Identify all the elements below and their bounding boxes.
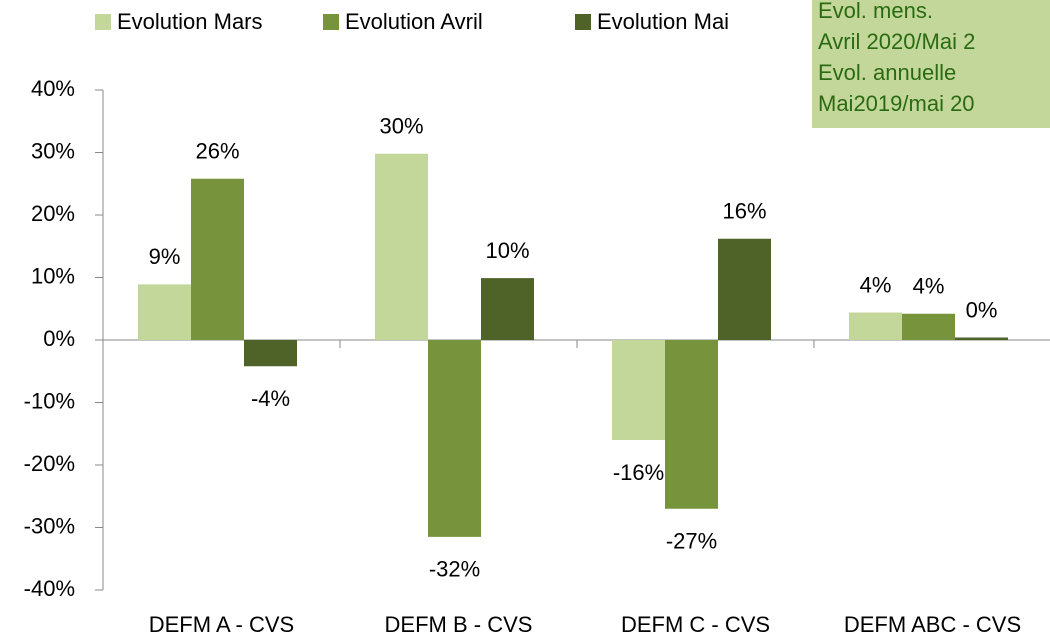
x-tick-label: DEFM C - CVS	[621, 612, 770, 637]
annotation: Mai2019/mai 20	[818, 91, 975, 116]
legend-swatch	[95, 14, 111, 30]
x-tick-label: DEFM ABC - CVS	[844, 612, 1021, 637]
bar	[244, 340, 297, 367]
x-tick-label: DEFM B - CVS	[385, 612, 533, 637]
bar	[902, 313, 955, 340]
data-label: 0%	[966, 297, 998, 322]
legend-label: Evolution Mars	[117, 9, 263, 34]
legend-label: Evolution Mai	[597, 9, 729, 34]
y-tick-label: 10%	[31, 263, 75, 288]
y-tick-label: -40%	[24, 576, 75, 601]
legend-label: Evolution Avril	[345, 9, 483, 34]
y-tick-label: 0%	[43, 326, 75, 351]
bar	[665, 340, 718, 509]
data-label: -27%	[666, 529, 717, 554]
y-tick-label: 30%	[31, 138, 75, 163]
y-tick-label: -20%	[24, 451, 75, 476]
legend-swatch	[323, 14, 339, 30]
annotation: Avril 2020/Mai 2	[818, 29, 975, 54]
data-label: -4%	[251, 386, 290, 411]
y-tick-label: 20%	[31, 201, 75, 226]
bar	[191, 178, 244, 340]
data-label: 16%	[722, 199, 766, 224]
bar	[718, 238, 771, 340]
bar	[481, 278, 534, 340]
bar	[375, 153, 428, 340]
x-tick-label: DEFM A - CVS	[149, 612, 294, 637]
y-tick-label: -10%	[24, 388, 75, 413]
bar	[955, 337, 1008, 340]
bar	[612, 340, 665, 440]
y-tick-label: -30%	[24, 513, 75, 538]
y-tick-label: 40%	[31, 76, 75, 101]
bar	[849, 312, 902, 340]
bar	[428, 340, 481, 537]
data-label: 10%	[485, 238, 529, 263]
data-label: 30%	[379, 114, 423, 139]
bar	[138, 284, 191, 340]
annotation: Evol. annuelle	[818, 60, 956, 85]
data-label: 26%	[195, 139, 239, 164]
data-label: -16%	[613, 460, 664, 485]
data-label: 4%	[860, 272, 892, 297]
annotation-box	[812, 0, 1050, 128]
data-label: -32%	[429, 557, 480, 582]
annotation: Evol. mens.	[818, 0, 933, 23]
data-label: 9%	[149, 244, 181, 269]
data-label: 4%	[913, 274, 945, 299]
legend-swatch	[575, 14, 591, 30]
